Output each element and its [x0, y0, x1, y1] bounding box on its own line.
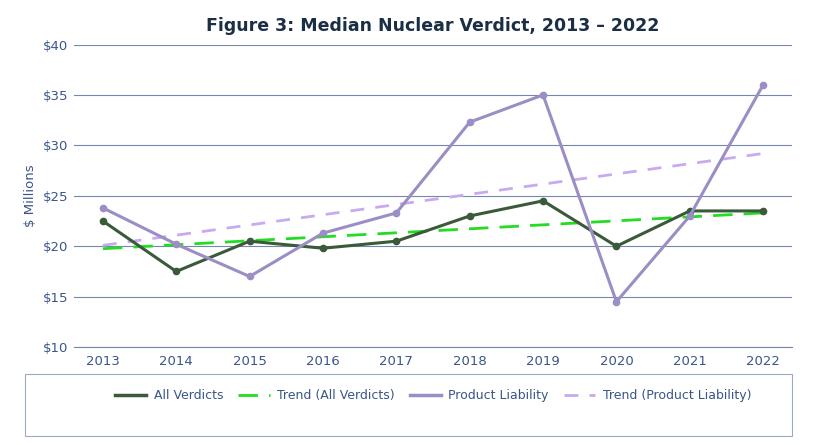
Y-axis label: $ Millions: $ Millions [24, 165, 37, 227]
Title: Figure 3: Median Nuclear Verdict, 2013 – 2022: Figure 3: Median Nuclear Verdict, 2013 –… [207, 16, 659, 35]
Legend: All Verdicts, Trend (All Verdicts), Product Liability, Trend (Product Liability): All Verdicts, Trend (All Verdicts), Prod… [110, 384, 756, 408]
